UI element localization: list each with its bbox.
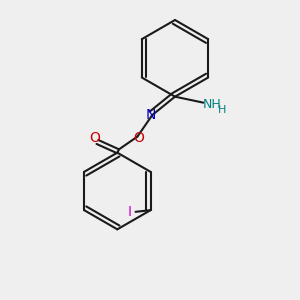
Text: I: I	[128, 205, 131, 219]
Text: H: H	[218, 105, 226, 115]
Text: NH: NH	[202, 98, 221, 111]
Text: O: O	[133, 131, 144, 145]
Text: O: O	[89, 131, 100, 145]
Text: N: N	[146, 108, 156, 122]
